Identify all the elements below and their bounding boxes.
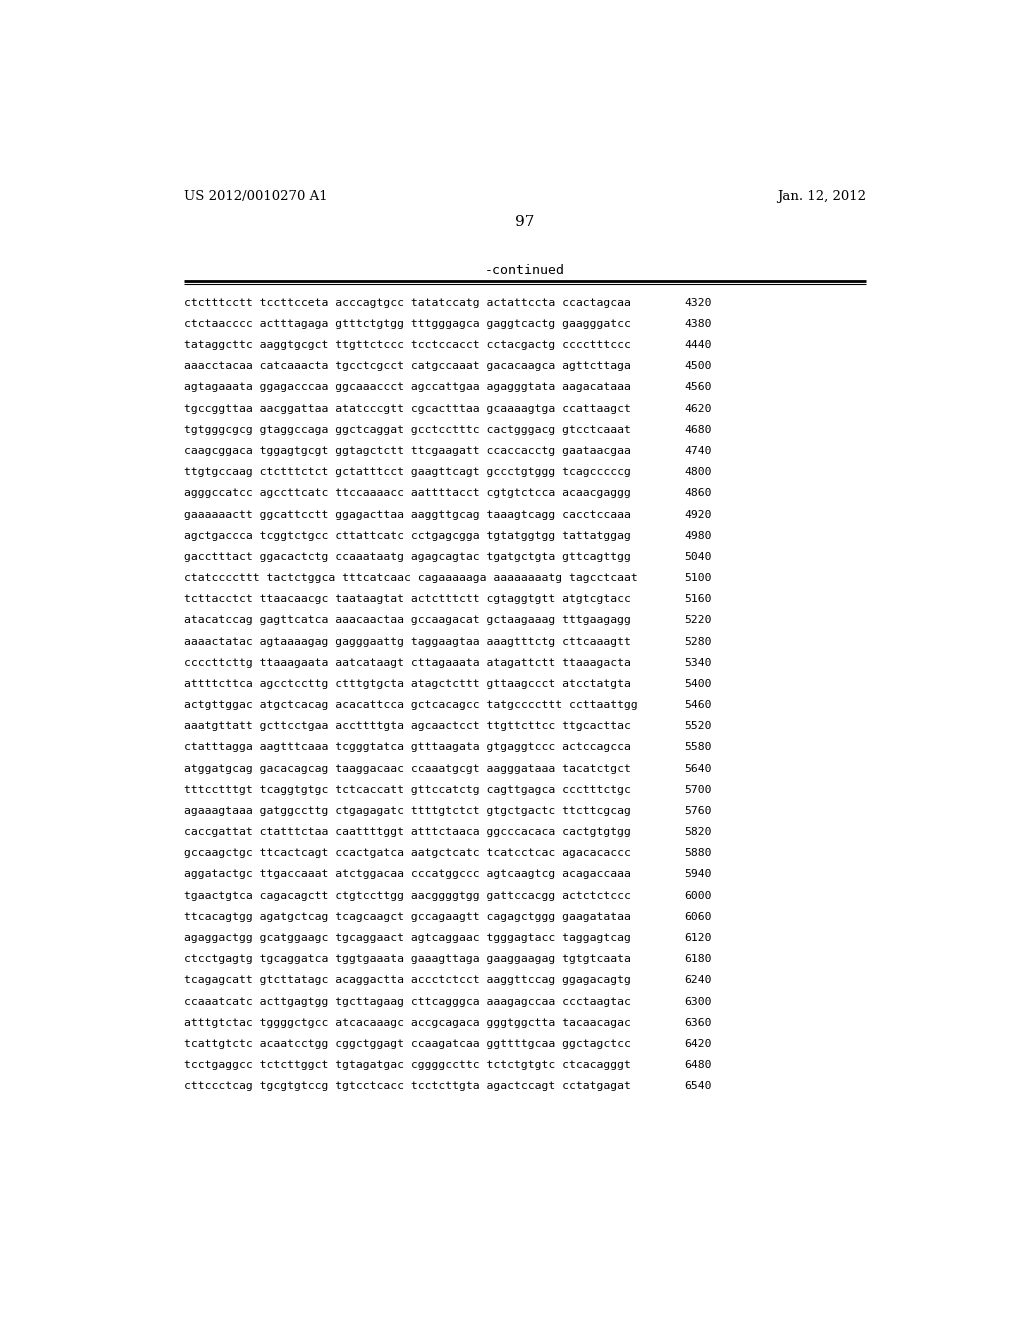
Text: -continued: -continued	[484, 264, 565, 277]
Text: caagcggaca tggagtgcgt ggtagctctt ttcgaagatt ccaccacctg gaataacgaa: caagcggaca tggagtgcgt ggtagctctt ttcgaag…	[183, 446, 631, 455]
Text: atttgtctac tggggctgcc atcacaaagc accgcagaca gggtggctta tacaacagac: atttgtctac tggggctgcc atcacaaagc accgcag…	[183, 1018, 631, 1028]
Text: 4320: 4320	[684, 298, 712, 308]
Text: tttcctttgt tcaggtgtgc tctcaccatt gttccatctg cagttgagca ccctttctgc: tttcctttgt tcaggtgtgc tctcaccatt gttccat…	[183, 785, 631, 795]
Text: 5760: 5760	[684, 807, 712, 816]
Text: 6360: 6360	[684, 1018, 712, 1028]
Text: actgttggac atgctcacag acacattcca gctcacagcc tatgccccttt ccttaattgg: actgttggac atgctcacag acacattcca gctcaca…	[183, 700, 638, 710]
Text: Jan. 12, 2012: Jan. 12, 2012	[777, 190, 866, 203]
Text: atggatgcag gacacagcag taaggacaac ccaaatgcgt aagggataaa tacatctgct: atggatgcag gacacagcag taaggacaac ccaaatg…	[183, 763, 631, 774]
Text: ttgtgccaag ctctttctct gctatttcct gaagttcagt gccctgtggg tcagcccccg: ttgtgccaag ctctttctct gctatttcct gaagttc…	[183, 467, 631, 477]
Text: 6120: 6120	[684, 933, 712, 942]
Text: 4920: 4920	[684, 510, 712, 520]
Text: 5580: 5580	[684, 742, 712, 752]
Text: aaaactatac agtaaaagag gagggaattg taggaagtaa aaagtttctg cttcaaagtt: aaaactatac agtaaaagag gagggaattg taggaag…	[183, 636, 631, 647]
Text: 6240: 6240	[684, 975, 712, 985]
Text: tcattgtctc acaatcctgg cggctggagt ccaagatcaa ggttttgcaa ggctagctcc: tcattgtctc acaatcctgg cggctggagt ccaagat…	[183, 1039, 631, 1049]
Text: tcagagcatt gtcttatagc acaggactta accctctcct aaggttccag ggagacagtg: tcagagcatt gtcttatagc acaggactta accctct…	[183, 975, 631, 985]
Text: 4800: 4800	[684, 467, 712, 477]
Text: 6420: 6420	[684, 1039, 712, 1049]
Text: ccaaatcatc acttgagtgg tgcttagaag cttcagggca aaagagccaa ccctaagtac: ccaaatcatc acttgagtgg tgcttagaag cttcagg…	[183, 997, 631, 1007]
Text: 4380: 4380	[684, 319, 712, 329]
Text: agaaagtaaa gatggccttg ctgagagatc ttttgtctct gtgctgactc ttcttcgcag: agaaagtaaa gatggccttg ctgagagatc ttttgtc…	[183, 807, 631, 816]
Text: caccgattat ctatttctaa caattttggt atttctaaca ggcccacaca cactgtgtgg: caccgattat ctatttctaa caattttggt atttcta…	[183, 828, 631, 837]
Text: 4860: 4860	[684, 488, 712, 499]
Text: 4980: 4980	[684, 531, 712, 541]
Text: 4680: 4680	[684, 425, 712, 434]
Text: tcttacctct ttaacaacgc taataagtat actctttctt cgtaggtgtt atgtcgtacc: tcttacctct ttaacaacgc taataagtat actcttt…	[183, 594, 631, 605]
Text: ttcacagtgg agatgctcag tcagcaagct gccagaagtt cagagctggg gaagatataa: ttcacagtgg agatgctcag tcagcaagct gccagaa…	[183, 912, 631, 921]
Text: 5220: 5220	[684, 615, 712, 626]
Text: ctatttagga aagtttcaaa tcgggtatca gtttaagata gtgaggtccc actccagcca: ctatttagga aagtttcaaa tcgggtatca gtttaag…	[183, 742, 631, 752]
Text: ccccttcttg ttaaagaata aatcataagt cttagaaata atagattctt ttaaagacta: ccccttcttg ttaaagaata aatcataagt cttagaa…	[183, 657, 631, 668]
Text: agctgaccca tcggtctgcc cttattcatc cctgagcgga tgtatggtgg tattatggag: agctgaccca tcggtctgcc cttattcatc cctgagc…	[183, 531, 631, 541]
Text: 5280: 5280	[684, 636, 712, 647]
Text: 6480: 6480	[684, 1060, 712, 1071]
Text: tataggcttc aaggtgcgct ttgttctccc tcctccacct cctacgactg cccctttccc: tataggcttc aaggtgcgct ttgttctccc tcctcca…	[183, 341, 631, 350]
Text: 97: 97	[515, 215, 535, 228]
Text: agaggactgg gcatggaagc tgcaggaact agtcaggaac tgggagtacc taggagtcag: agaggactgg gcatggaagc tgcaggaact agtcagg…	[183, 933, 631, 942]
Text: ctcctgagtg tgcaggatca tggtgaaata gaaagttaga gaaggaagag tgtgtcaata: ctcctgagtg tgcaggatca tggtgaaata gaaagtt…	[183, 954, 631, 964]
Text: aggatactgc ttgaccaaat atctggacaa cccatggccc agtcaagtcg acagaccaaa: aggatactgc ttgaccaaat atctggacaa cccatgg…	[183, 870, 631, 879]
Text: 5400: 5400	[684, 678, 712, 689]
Text: 6060: 6060	[684, 912, 712, 921]
Text: 4560: 4560	[684, 383, 712, 392]
Text: 5160: 5160	[684, 594, 712, 605]
Text: atacatccag gagttcatca aaacaactaa gccaagacat gctaagaaag tttgaagagg: atacatccag gagttcatca aaacaactaa gccaaga…	[183, 615, 631, 626]
Text: 5340: 5340	[684, 657, 712, 668]
Text: 6300: 6300	[684, 997, 712, 1007]
Text: ctatccccttt tactctggca tttcatcaac cagaaaaaga aaaaaaaatg tagcctcaat: ctatccccttt tactctggca tttcatcaac cagaaa…	[183, 573, 638, 583]
Text: 6180: 6180	[684, 954, 712, 964]
Text: attttcttca agcctccttg ctttgtgcta atagctcttt gttaagccct atcctatgta: attttcttca agcctccttg ctttgtgcta atagctc…	[183, 678, 631, 689]
Text: gccaagctgc ttcactcagt ccactgatca aatgctcatc tcatcctcac agacacaccc: gccaagctgc ttcactcagt ccactgatca aatgctc…	[183, 849, 631, 858]
Text: 5700: 5700	[684, 785, 712, 795]
Text: 5940: 5940	[684, 870, 712, 879]
Text: cttccctcag tgcgtgtccg tgtcctcacc tcctcttgta agactccagt cctatgagat: cttccctcag tgcgtgtccg tgtcctcacc tcctctt…	[183, 1081, 631, 1092]
Text: 5460: 5460	[684, 700, 712, 710]
Text: 4740: 4740	[684, 446, 712, 455]
Text: 6000: 6000	[684, 891, 712, 900]
Text: 6540: 6540	[684, 1081, 712, 1092]
Text: aaacctacaa catcaaacta tgcctcgcct catgccaaat gacacaagca agttcttaga: aaacctacaa catcaaacta tgcctcgcct catgcca…	[183, 362, 631, 371]
Text: ctctttcctt tccttcceta acccagtgcc tatatccatg actattccta ccactagcaa: ctctttcctt tccttcceta acccagtgcc tatatcc…	[183, 298, 631, 308]
Text: tgtgggcgcg gtaggccaga ggctcaggat gcctcctttc cactgggacg gtcctcaaat: tgtgggcgcg gtaggccaga ggctcaggat gcctcct…	[183, 425, 631, 434]
Text: 5040: 5040	[684, 552, 712, 562]
Text: gacctttact ggacactctg ccaaataatg agagcagtac tgatgctgta gttcagttgg: gacctttact ggacactctg ccaaataatg agagcag…	[183, 552, 631, 562]
Text: tgaactgtca cagacagctt ctgtccttgg aacggggtgg gattccacgg actctctccc: tgaactgtca cagacagctt ctgtccttgg aacgggg…	[183, 891, 631, 900]
Text: 5880: 5880	[684, 849, 712, 858]
Text: ctctaacccc actttagaga gtttctgtgg tttgggagca gaggtcactg gaagggatcc: ctctaacccc actttagaga gtttctgtgg tttggga…	[183, 319, 631, 329]
Text: 5100: 5100	[684, 573, 712, 583]
Text: agggccatcc agccttcatc ttccaaaacc aattttacct cgtgtctcca acaacgaggg: agggccatcc agccttcatc ttccaaaacc aatttta…	[183, 488, 631, 499]
Text: 4500: 4500	[684, 362, 712, 371]
Text: 4620: 4620	[684, 404, 712, 413]
Text: tgccggttaa aacggattaa atatcccgtt cgcactttaa gcaaaagtga ccattaagct: tgccggttaa aacggattaa atatcccgtt cgcactt…	[183, 404, 631, 413]
Text: 5520: 5520	[684, 721, 712, 731]
Text: US 2012/0010270 A1: US 2012/0010270 A1	[183, 190, 328, 203]
Text: aaatgttatt gcttcctgaa accttttgta agcaactcct ttgttcttcc ttgcacttac: aaatgttatt gcttcctgaa accttttgta agcaact…	[183, 721, 631, 731]
Text: 4440: 4440	[684, 341, 712, 350]
Text: agtagaaata ggagacccaa ggcaaaccct agccattgaa agagggtata aagacataaa: agtagaaata ggagacccaa ggcaaaccct agccatt…	[183, 383, 631, 392]
Text: tcctgaggcc tctcttggct tgtagatgac cggggccttc tctctgtgtc ctcacagggt: tcctgaggcc tctcttggct tgtagatgac cggggcc…	[183, 1060, 631, 1071]
Text: gaaaaaactt ggcattcctt ggagacttaa aaggttgcag taaagtcagg cacctccaaa: gaaaaaactt ggcattcctt ggagacttaa aaggttg…	[183, 510, 631, 520]
Text: 5820: 5820	[684, 828, 712, 837]
Text: 5640: 5640	[684, 763, 712, 774]
